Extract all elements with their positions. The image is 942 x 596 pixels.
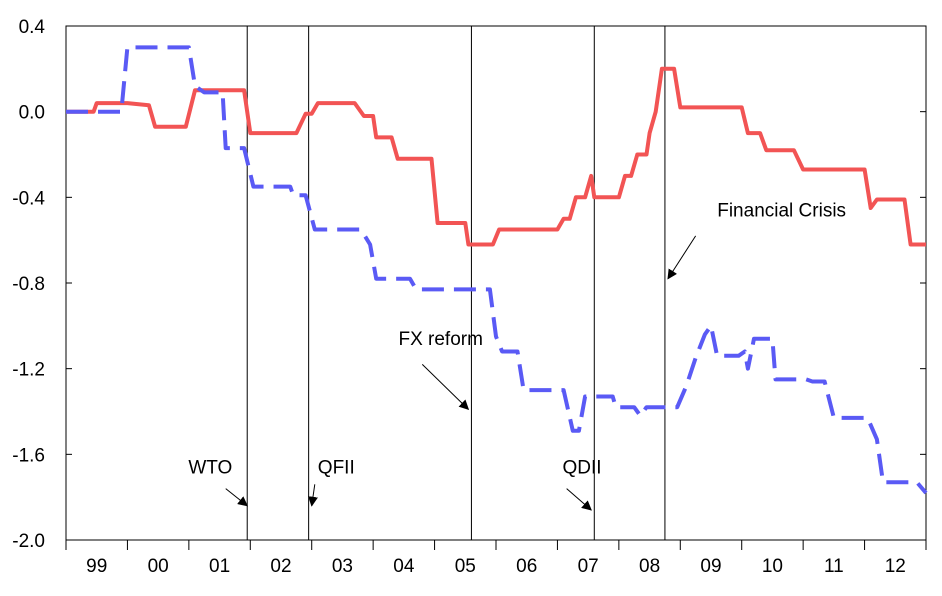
x-tick-label: 07	[578, 556, 599, 577]
x-tick-label: 05	[455, 556, 476, 577]
y-tick-label: 0.0	[19, 103, 45, 124]
x-tick-label: 99	[86, 556, 107, 577]
annotations: WTO QFII FX reform QDII Financial Crisis	[188, 201, 846, 511]
annotation-arrow	[225, 488, 248, 507]
x-tick-label: 04	[393, 556, 415, 577]
x-tick-label: 01	[209, 556, 230, 577]
x-tick-label: 06	[516, 556, 537, 577]
annotation-label: QDII	[562, 458, 601, 479]
series-line-2	[66, 45, 928, 495]
series-group	[66, 45, 928, 495]
x-tick-label: 00	[148, 556, 169, 577]
x-tick-label: 09	[700, 556, 721, 577]
annotation-label: QFII	[318, 458, 355, 479]
y-tick-label: -1.6	[12, 445, 45, 466]
annotation-label: FX reform	[398, 329, 482, 350]
x-tick-label: 02	[270, 556, 291, 577]
y-tick-label: -1.2	[12, 360, 45, 381]
y-axis: 0.4 0.0 -0.4 -0.8 -1.2 -1.6 -2.0	[12, 17, 926, 552]
annotation-arrow	[566, 488, 592, 511]
y-tick-label: -0.4	[12, 188, 45, 209]
annotation-arrow	[421, 364, 470, 411]
annotation-label: Financial Crisis	[717, 201, 846, 222]
y-tick-label: -2.0	[12, 531, 45, 552]
x-tick-label: 11	[824, 556, 844, 577]
annotation-label: WTO	[188, 458, 232, 479]
y-tick-label: -0.8	[12, 274, 45, 295]
x-tick-label: 12	[885, 556, 906, 577]
annotation-arrow	[308, 484, 318, 507]
x-tick-label: 10	[762, 556, 783, 577]
x-tick-label: 08	[639, 556, 660, 577]
x-axis: 99 00 01 02 03 04 05 06 07 08 09 10 11 12	[65, 540, 927, 577]
y-tick-label: 0.4	[19, 17, 46, 38]
event-lines	[246, 26, 666, 540]
series-line-1	[66, 66, 926, 247]
annotation-arrow	[667, 235, 697, 280]
x-tick-label: 03	[332, 556, 353, 577]
